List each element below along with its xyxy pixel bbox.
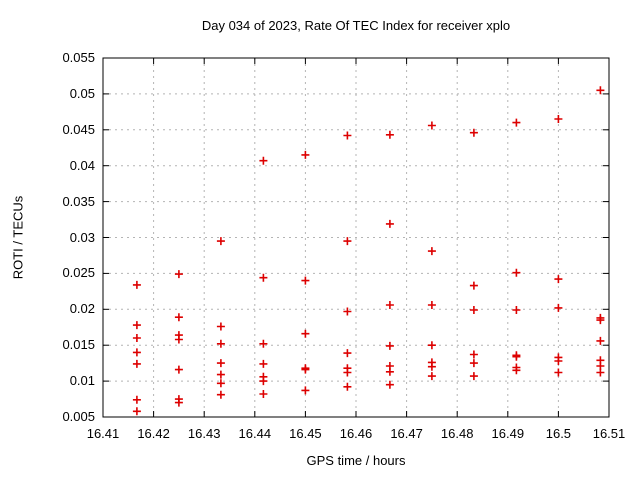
data-point-marker — [343, 349, 352, 358]
y-tick-label: 0.03 — [69, 229, 95, 245]
x-tick-label: 16.41 — [86, 426, 120, 441]
data-point-marker — [216, 379, 225, 388]
y-tick-label: 0.035 — [62, 193, 95, 209]
data-point-marker — [343, 131, 352, 140]
data-point-marker — [385, 301, 394, 309]
data-point-marker — [259, 390, 268, 398]
data-point-marker — [132, 395, 141, 404]
data-point-marker — [554, 368, 563, 377]
data-point-marker — [216, 359, 225, 368]
data-point-marker — [469, 350, 478, 359]
x-axis-title: GPS time / hours — [306, 453, 406, 468]
data-point-marker — [216, 370, 225, 379]
data-point-marker — [132, 359, 141, 368]
data-point-marker — [554, 357, 563, 365]
data-point-marker — [216, 390, 225, 399]
data-point-marker — [174, 270, 183, 279]
data-point-marker — [216, 339, 225, 348]
data-point-marker — [259, 273, 268, 282]
data-point-marker — [301, 365, 310, 374]
x-tick-label: 16.5 — [545, 426, 572, 441]
data-point-marker — [132, 348, 141, 357]
x-tick-label: 16.45 — [289, 426, 322, 441]
data-point-marker — [385, 380, 394, 389]
data-point-marker — [343, 368, 352, 377]
data-point-marker — [512, 268, 521, 277]
x-tick-label: 16.48 — [440, 426, 474, 441]
data-point-marker — [427, 362, 436, 371]
data-point-marker — [132, 280, 141, 289]
data-point-marker — [427, 301, 436, 309]
y-tick-label: 0.015 — [62, 337, 95, 353]
data-point-marker — [385, 130, 394, 139]
data-point-marker — [385, 341, 394, 350]
data-point-marker — [301, 150, 310, 159]
data-point-marker — [554, 275, 563, 284]
data-point-marker — [427, 121, 436, 130]
x-tick-label: 16.44 — [238, 426, 272, 441]
data-point-marker — [132, 321, 141, 330]
data-point-marker — [301, 276, 310, 285]
data-point-marker — [174, 365, 183, 374]
y-tick-label: 0.02 — [69, 301, 95, 317]
x-tick-label: 16.51 — [592, 426, 626, 441]
y-tick-label: 0.005 — [62, 409, 95, 424]
data-point-marker — [596, 336, 605, 345]
data-point-marker — [343, 307, 352, 316]
data-point-marker — [216, 237, 225, 246]
data-point-marker — [596, 86, 605, 95]
data-point-marker — [554, 303, 563, 312]
x-tick-label: 16.42 — [137, 426, 170, 441]
data-point-marker — [469, 359, 478, 368]
data-point-marker — [512, 352, 521, 361]
y-tick-label: 0.025 — [62, 265, 95, 281]
chart-title: Day 034 of 2023, Rate Of TEC Index for r… — [201, 18, 511, 33]
data-point-marker — [512, 366, 521, 375]
data-point-marker — [427, 341, 436, 350]
y-tick-label: 0.055 — [62, 50, 95, 65]
x-tick-label: 16.46 — [339, 426, 373, 441]
data-point-marker — [385, 367, 394, 376]
data-point-marker — [259, 377, 268, 386]
data-point-marker — [512, 118, 521, 127]
data-point-marker — [174, 398, 183, 407]
data-point-marker — [512, 306, 521, 314]
data-point-marker — [259, 339, 268, 348]
y-tick-label: 0.05 — [69, 85, 95, 101]
x-tick-label: 16.43 — [187, 426, 221, 441]
data-point-marker — [174, 335, 183, 344]
y-tick-label: 0.045 — [62, 121, 95, 137]
data-point-marker — [259, 156, 268, 165]
x-tick-label: 16.47 — [390, 426, 423, 441]
data-point-marker — [343, 237, 352, 246]
data-point-marker — [469, 128, 478, 137]
data-point-marker — [469, 372, 478, 381]
data-point-marker — [259, 359, 268, 368]
data-point-marker — [132, 334, 141, 342]
data-point-marker — [469, 281, 478, 290]
data-point-marker — [469, 306, 478, 314]
data-point-marker — [554, 115, 563, 123]
data-point-marker — [427, 372, 436, 381]
data-point-marker — [427, 247, 436, 256]
y-tick-label: 0.01 — [69, 373, 95, 389]
data-point-marker — [301, 386, 310, 395]
data-point-marker — [132, 407, 141, 416]
data-point-marker — [343, 382, 352, 391]
y-tick-label: 0.04 — [69, 157, 95, 173]
data-point-marker — [596, 368, 605, 377]
data-point-marker — [596, 316, 605, 325]
x-tick-label: 16.49 — [491, 426, 525, 441]
data-point-marker — [385, 219, 394, 228]
data-point-marker — [301, 329, 310, 338]
data-point-marker — [216, 322, 225, 331]
data-point-marker — [174, 313, 183, 322]
